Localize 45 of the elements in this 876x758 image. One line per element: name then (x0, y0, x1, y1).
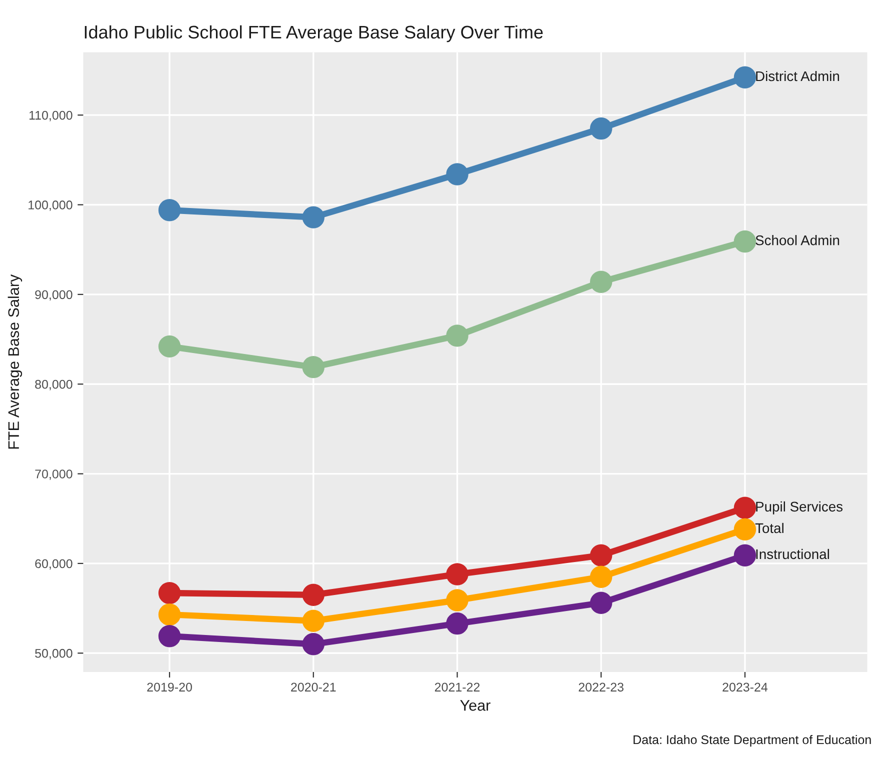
y-tick-label: 60,000 (35, 559, 72, 570)
point (302, 206, 325, 228)
y-tick-label: 90,000 (35, 290, 72, 301)
point (590, 117, 612, 140)
point (302, 610, 325, 632)
y-tick-label: 80,000 (35, 380, 72, 390)
point (158, 582, 181, 604)
point (446, 612, 468, 635)
point (158, 624, 181, 648)
point (446, 163, 468, 186)
point (302, 356, 325, 378)
y-tick-label: 110,000 (30, 110, 72, 122)
text: Data: Idaho State Department of Education (634, 734, 871, 747)
point (158, 335, 181, 358)
series-label: Instructional (756, 548, 829, 560)
point (590, 592, 612, 614)
point (302, 633, 325, 656)
x-axis-title: Year (460, 700, 490, 711)
point (734, 66, 756, 89)
point (302, 584, 325, 606)
point (446, 589, 468, 612)
x-tick-label: 2022-23 (578, 682, 624, 692)
point (590, 544, 612, 566)
point (734, 518, 756, 540)
y-tick-label: 100,000 (28, 200, 72, 211)
point (734, 496, 756, 519)
point (158, 199, 181, 222)
series-label: District Admin (756, 70, 840, 82)
x-tick-label: 2020-21 (291, 682, 336, 692)
x-tick-label: 2021-22 (434, 682, 480, 692)
point (446, 563, 468, 586)
point (734, 544, 756, 566)
point (158, 603, 181, 626)
y-tick-label: 50,000 (35, 648, 72, 660)
point (734, 230, 756, 253)
point (590, 270, 612, 293)
x-tick-label: 2023-24 (722, 682, 768, 692)
series-label: Pupil Services (756, 501, 843, 514)
point (446, 324, 468, 347)
point (590, 566, 612, 588)
x-tick-label: 2019-20 (147, 682, 192, 692)
y-tick-label: 70,000 (35, 470, 72, 480)
series-label: School Admin (756, 235, 840, 246)
y-axis-title: FTE Average Base Salary (8, 274, 22, 449)
chart-title: Idaho Public School FTE Average Base Salary Over Time (84, 25, 543, 42)
